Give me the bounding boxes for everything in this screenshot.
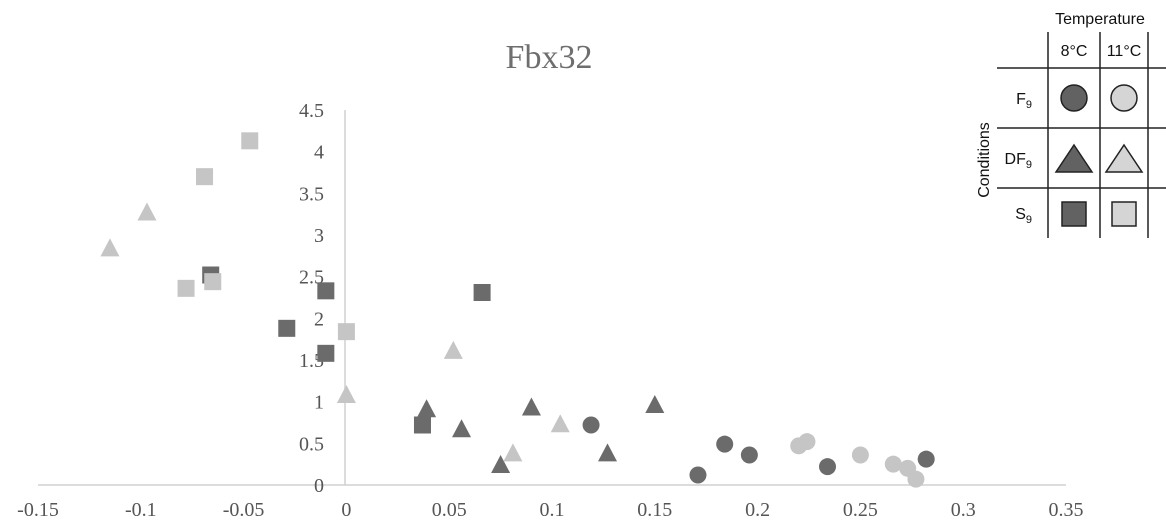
data-point-triangle	[137, 202, 157, 221]
data-point-triangle	[417, 399, 437, 418]
data-point-square	[473, 284, 491, 301]
legend-row-df9: DF9	[1005, 151, 1032, 171]
legend-axis-label: Conditions	[976, 122, 993, 198]
data-point-circle	[819, 458, 837, 476]
data-point-triangle	[521, 397, 541, 416]
data-point-square	[177, 279, 195, 297]
data-point-square	[278, 319, 296, 337]
y-tick-label: 3	[314, 225, 324, 247]
y-tick-label: 0	[314, 475, 324, 497]
data-point-triangle	[491, 455, 511, 474]
y-tick-label: 1	[314, 392, 324, 414]
data-point-circle	[884, 455, 902, 473]
data-point-circle	[582, 416, 600, 434]
legend-header: Temperature	[1055, 11, 1145, 28]
chart-title: Fbx32	[506, 39, 593, 76]
legend-col-8c: 8°C	[1061, 43, 1088, 60]
legend: Temperature Conditions 8°C 11°C F9 DF9 S…	[976, 11, 1166, 238]
data-point-circle	[798, 433, 816, 451]
data-point-square	[196, 168, 214, 186]
legend-triangle-light	[1104, 143, 1144, 173]
x-tick-label: 0.1	[540, 499, 565, 521]
data-point-triangle	[100, 238, 120, 257]
data-point-circle	[740, 446, 758, 464]
data-point-triangle	[645, 395, 665, 414]
legend-row-s9: S9	[1015, 206, 1032, 226]
data-point-circle	[907, 470, 925, 488]
x-tick-label: 0.15	[637, 499, 672, 521]
x-tick-label: 0.3	[951, 499, 976, 521]
data-points	[100, 132, 935, 488]
x-tick-label: 0.2	[745, 499, 770, 521]
x-tick-label: -0.15	[17, 499, 59, 521]
legend-row-f9: F9	[1016, 91, 1032, 111]
y-tick-label: 4	[314, 142, 324, 164]
x-tick-label: 0.05	[432, 499, 467, 521]
data-point-triangle	[443, 340, 463, 359]
x-tick-label: -0.1	[125, 499, 157, 521]
data-point-triangle	[503, 443, 523, 462]
data-point-triangle	[336, 385, 356, 404]
data-point-square	[317, 282, 335, 300]
data-point-square	[204, 273, 222, 291]
legend-col-11c: 11°C	[1107, 43, 1142, 60]
data-point-square	[241, 132, 259, 150]
legend-square-light	[1111, 201, 1137, 227]
legend-square-dark	[1061, 201, 1087, 227]
y-tick-label: 3.5	[299, 183, 324, 205]
data-point-square	[317, 344, 335, 362]
data-point-square	[337, 323, 355, 341]
x-tick-label: 0.25	[843, 499, 878, 521]
x-tick-label: -0.05	[223, 499, 265, 521]
legend-triangle-dark	[1054, 143, 1094, 173]
data-point-triangle	[452, 419, 472, 438]
x-tick-labels: -0.15 -0.1 -0.05 0 0.05 0.1 0.15 0.2 0.25 0.3 0.35	[17, 499, 1083, 521]
legend-circle-dark	[1060, 84, 1088, 112]
data-point-circle	[689, 466, 707, 484]
y-tick-label: 2	[314, 308, 324, 330]
x-tick-label: 0.35	[1049, 499, 1084, 521]
x-tick-label: 0	[341, 499, 351, 521]
legend-circle-light	[1110, 84, 1138, 112]
data-point-triangle	[550, 414, 570, 433]
data-point-circle	[917, 450, 935, 468]
data-point-triangle	[598, 443, 618, 462]
data-point-circle	[851, 446, 869, 464]
data-point-square	[413, 416, 431, 434]
data-point-circle	[716, 435, 734, 453]
y-tick-label: 0.5	[299, 433, 324, 455]
y-tick-label: 4.5	[299, 100, 324, 122]
